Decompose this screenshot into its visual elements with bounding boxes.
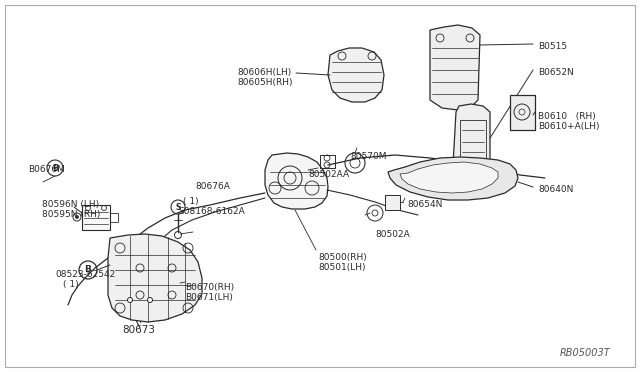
Polygon shape <box>328 48 384 102</box>
Polygon shape <box>385 195 400 210</box>
Text: 80501(LH): 80501(LH) <box>318 263 365 272</box>
Text: RB05003T: RB05003T <box>560 348 611 358</box>
Text: 80640N: 80640N <box>538 185 573 194</box>
Polygon shape <box>388 157 518 200</box>
Text: 80570M: 80570M <box>350 152 387 161</box>
Circle shape <box>147 298 152 302</box>
Polygon shape <box>453 104 490 175</box>
Polygon shape <box>430 25 480 110</box>
FancyBboxPatch shape <box>5 5 635 367</box>
Text: B: B <box>84 266 92 275</box>
Text: 80595N (RH): 80595N (RH) <box>42 210 100 219</box>
Polygon shape <box>82 205 110 230</box>
Text: 80606H(LH): 80606H(LH) <box>237 68 291 77</box>
Text: 80673: 80673 <box>122 325 155 335</box>
Text: 80502AA: 80502AA <box>308 170 349 179</box>
Text: B0671(LH): B0671(LH) <box>185 293 233 302</box>
Text: B: B <box>52 164 58 173</box>
Text: B0652N: B0652N <box>538 68 573 77</box>
Text: S: S <box>175 202 180 212</box>
Text: ( 1): ( 1) <box>183 197 198 206</box>
Polygon shape <box>510 95 535 130</box>
Circle shape <box>76 215 79 218</box>
Circle shape <box>127 298 132 302</box>
Text: 80502A: 80502A <box>375 230 410 239</box>
Text: B0610   (RH): B0610 (RH) <box>538 112 596 121</box>
Polygon shape <box>265 153 328 209</box>
Text: B0515: B0515 <box>538 42 567 51</box>
Text: B0670(RH): B0670(RH) <box>185 283 234 292</box>
Polygon shape <box>400 162 498 193</box>
Text: 80500(RH): 80500(RH) <box>318 253 367 262</box>
Polygon shape <box>125 294 155 306</box>
Text: 08523-62542: 08523-62542 <box>55 270 115 279</box>
Text: S08168-6162A: S08168-6162A <box>178 207 244 216</box>
Text: 80605H(RH): 80605H(RH) <box>237 78 292 87</box>
Text: ( 1): ( 1) <box>63 280 79 289</box>
Polygon shape <box>108 234 202 322</box>
Text: 80654N: 80654N <box>407 200 442 209</box>
Text: B0610+A(LH): B0610+A(LH) <box>538 122 600 131</box>
Text: B0676M: B0676M <box>28 165 65 174</box>
Text: 80596N (LH): 80596N (LH) <box>42 200 99 209</box>
Text: 80676A: 80676A <box>195 182 230 191</box>
